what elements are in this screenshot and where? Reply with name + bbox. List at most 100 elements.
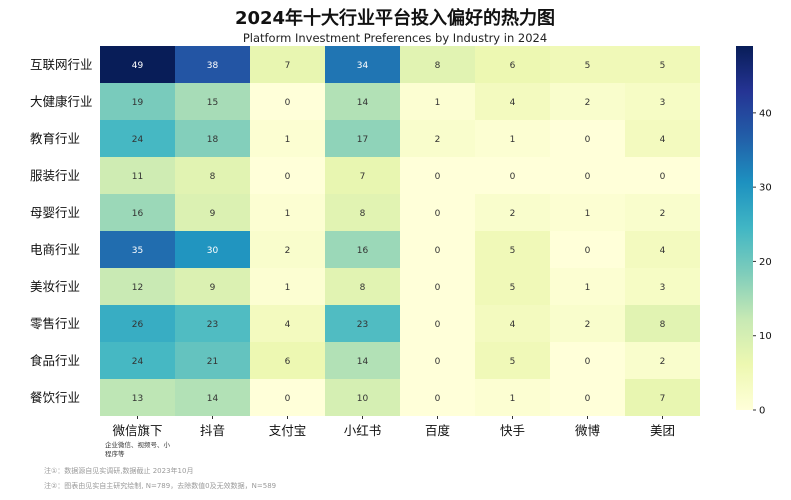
heatmap-cell	[400, 120, 475, 157]
cell-value-label: 1	[585, 283, 591, 293]
cell-value-label: 11	[132, 172, 143, 182]
cell-value-label: 14	[207, 394, 219, 404]
heatmap-cell	[100, 342, 175, 379]
cell-value-label: 6	[510, 61, 516, 71]
x-tick-label: 抖音	[200, 423, 225, 438]
heatmap-cell	[325, 268, 400, 305]
heatmap-cell	[250, 268, 325, 305]
cell-value-label: 0	[435, 357, 441, 367]
y-tick-label: 餐饮行业	[30, 390, 80, 405]
cell-value-label: 0	[585, 135, 591, 145]
cell-value-label: 0	[435, 283, 441, 293]
heatmap-cell	[250, 305, 325, 342]
heatmap-cell	[175, 268, 250, 305]
heatmap-cell	[175, 157, 250, 194]
cell-value-label: 2	[435, 135, 441, 145]
heatmap-cell	[475, 46, 550, 83]
heatmap-cell	[325, 157, 400, 194]
cell-value-label: 10	[357, 394, 369, 404]
heatmap-cell	[625, 157, 700, 194]
cell-value-label: 12	[132, 283, 143, 293]
cell-value-label: 5	[660, 61, 666, 71]
y-tick-label: 食品行业	[30, 353, 80, 368]
cell-value-label: 0	[435, 172, 441, 182]
heatmap-cell	[250, 46, 325, 83]
cell-value-label: 7	[285, 61, 291, 71]
cell-value-label: 9	[210, 209, 216, 219]
cell-value-label: 4	[285, 320, 291, 330]
cell-value-label: 0	[585, 357, 591, 367]
heatmap-cell	[625, 268, 700, 305]
cell-value-label: 7	[360, 172, 366, 182]
y-tick-label: 母婴行业	[30, 205, 80, 220]
cell-value-label: 0	[435, 246, 441, 256]
cell-value-label: 26	[132, 320, 144, 330]
cell-value-label: 0	[585, 394, 591, 404]
y-tick-label: 零售行业	[30, 316, 80, 331]
cell-value-label: 14	[357, 357, 369, 367]
cell-value-label: 0	[435, 320, 441, 330]
x-tick-label: 快手	[500, 423, 525, 438]
heatmap-cell	[100, 120, 175, 157]
cell-value-label: 9	[210, 283, 216, 293]
footnote-2: 注②：图表由见实自主研究绘制, N=789，去除数值0及无效数据，N=589	[44, 482, 277, 490]
heatmap-cell	[175, 305, 250, 342]
x-tick-label: 小红书	[344, 423, 382, 438]
cell-value-label: 16	[357, 246, 369, 256]
cell-value-label: 30	[207, 246, 219, 256]
cell-value-label: 7	[660, 394, 666, 404]
cell-value-label: 15	[207, 98, 218, 108]
heatmap-cell	[175, 231, 250, 268]
y-tick-label: 美妆行业	[30, 279, 80, 294]
heatmap-cell	[475, 231, 550, 268]
y-tick-label: 教育行业	[30, 131, 80, 146]
cell-value-label: 1	[285, 209, 291, 219]
heatmap-cell	[250, 120, 325, 157]
heatmap-cell	[250, 194, 325, 231]
cell-value-label: 0	[585, 172, 591, 182]
heatmap-cell	[100, 231, 175, 268]
heatmap-cell	[100, 305, 175, 342]
cell-value-label: 0	[510, 172, 516, 182]
cell-value-label: 21	[207, 357, 218, 367]
heatmap-cell	[100, 157, 175, 194]
cell-value-label: 4	[510, 320, 516, 330]
heatmap-cell	[100, 83, 175, 120]
heatmap-cell	[325, 379, 400, 416]
cell-value-label: 0	[285, 172, 291, 182]
cell-value-label: 0	[435, 394, 441, 404]
heatmap-cell	[175, 120, 250, 157]
cell-value-label: 19	[132, 98, 144, 108]
cell-value-label: 1	[510, 394, 516, 404]
heatmap-cell	[475, 342, 550, 379]
cell-value-label: 2	[585, 98, 591, 108]
heatmap-cell	[550, 194, 625, 231]
chart-subtitle: Platform Investment Preferences by Indus…	[243, 31, 547, 45]
cell-value-label: 3	[660, 98, 666, 108]
heatmap-cell	[175, 46, 250, 83]
heatmap-cell	[550, 120, 625, 157]
cell-value-label: 1	[585, 209, 591, 219]
heatmap-cell	[400, 342, 475, 379]
x-tick-label: 微博	[575, 423, 601, 438]
cell-value-label: 2	[660, 209, 666, 219]
heatmap-cell	[250, 379, 325, 416]
heatmap-cell	[475, 120, 550, 157]
cell-value-label: 1	[510, 135, 516, 145]
heatmap-cell	[250, 231, 325, 268]
heatmap-cell	[475, 305, 550, 342]
cell-value-label: 2	[660, 357, 666, 367]
cell-value-label: 14	[357, 98, 369, 108]
heatmap-cell	[325, 305, 400, 342]
cell-value-label: 5	[510, 357, 516, 367]
y-tick-label: 服装行业	[30, 168, 80, 183]
y-tick-label: 电商行业	[30, 242, 80, 257]
colorbar-gradient	[736, 46, 753, 410]
y-tick-label: 大健康行业	[30, 94, 93, 109]
colorbar-tick-label: 40	[759, 108, 772, 119]
heatmap-cell	[175, 379, 250, 416]
colorbar-tick-label: 30	[759, 183, 772, 194]
cell-value-label: 4	[510, 98, 516, 108]
heatmap-cell	[400, 157, 475, 194]
